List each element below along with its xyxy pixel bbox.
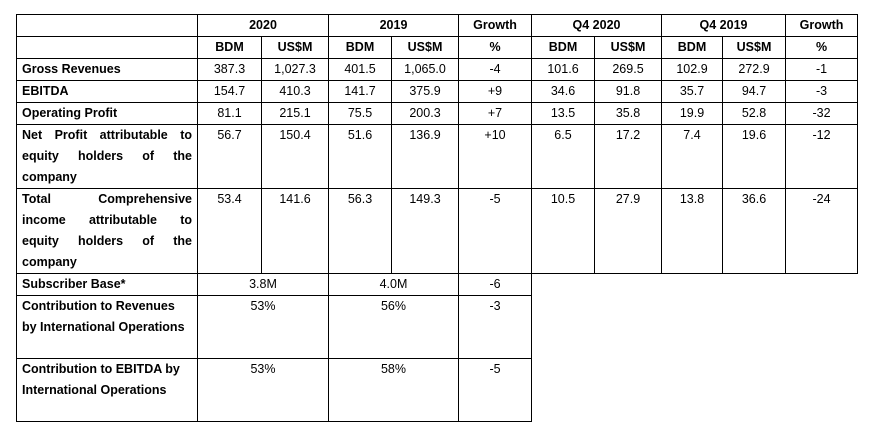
table-cell: 269.5 bbox=[594, 58, 662, 81]
table-cell: 387.3 bbox=[197, 58, 262, 81]
table-cell: 52.8 bbox=[722, 102, 786, 125]
unit-bdm-2019: BDM bbox=[328, 36, 392, 59]
table-row-contribution-ebitda: Contribution to EBITDA by International … bbox=[16, 358, 858, 422]
row-label: Contribution to EBITDA by International … bbox=[16, 358, 198, 422]
empty-area bbox=[532, 296, 858, 359]
table-row-net-profit: Net Profit attributable to equity holder… bbox=[16, 124, 858, 189]
unit-pct: % bbox=[458, 36, 532, 59]
table-cell: 35.8 bbox=[594, 102, 662, 125]
table-cell: +7 bbox=[458, 102, 532, 125]
table-cell: 53% bbox=[197, 295, 329, 359]
table-cell: -5 bbox=[458, 358, 532, 422]
table-cell: 75.5 bbox=[328, 102, 392, 125]
table-cell: 53.4 bbox=[197, 188, 262, 274]
table-row-operating-profit: Operating Profit 81.1 215.1 75.5 200.3 +… bbox=[16, 102, 858, 125]
table-cell: 6.5 bbox=[531, 124, 595, 189]
row-label: Gross Revenues bbox=[16, 58, 198, 81]
table-row-gross-revenues: Gross Revenues 387.3 1,027.3 401.5 1,065… bbox=[16, 58, 858, 81]
table-cell: 19.9 bbox=[661, 102, 723, 125]
table-cell: 51.6 bbox=[328, 124, 392, 189]
row-label: EBITDA bbox=[16, 80, 198, 103]
table-cell: 410.3 bbox=[261, 80, 329, 103]
table-cell: -6 bbox=[458, 273, 532, 296]
table-cell: 154.7 bbox=[197, 80, 262, 103]
table-cell: 34.6 bbox=[531, 80, 595, 103]
table-cell: -3 bbox=[458, 295, 532, 359]
unit-bdm-q4-2019: BDM bbox=[661, 36, 723, 59]
table-cell: -32 bbox=[785, 102, 858, 125]
unit-bdm-2020: BDM bbox=[197, 36, 262, 59]
table-cell: +10 bbox=[458, 124, 532, 189]
financial-summary-table: 2020 2019 Growth Q4 2020 Q4 2019 Growth … bbox=[16, 14, 858, 422]
table-cell: 102.9 bbox=[661, 58, 723, 81]
table-cell: 149.3 bbox=[391, 188, 459, 274]
unit-usd-2019: US$M bbox=[391, 36, 459, 59]
table-cell: -4 bbox=[458, 58, 532, 81]
unit-usd-q4-2019: US$M bbox=[722, 36, 786, 59]
header-2020: 2020 bbox=[197, 14, 329, 37]
row-label: Total Comprehensive income attributable … bbox=[16, 188, 198, 274]
table-cell: -24 bbox=[785, 188, 858, 274]
table-cell: 56.7 bbox=[197, 124, 262, 189]
table-cell: 27.9 bbox=[594, 188, 662, 274]
table-cell: 7.4 bbox=[661, 124, 723, 189]
header-growth-q4: Growth bbox=[785, 14, 858, 37]
empty-area bbox=[532, 359, 858, 422]
table-cell: 36.6 bbox=[722, 188, 786, 274]
table-row-total-comprehensive-income: Total Comprehensive income attributable … bbox=[16, 188, 858, 274]
table-cell: 56% bbox=[328, 295, 459, 359]
table-cell: 56.3 bbox=[328, 188, 392, 274]
table-cell: +9 bbox=[458, 80, 532, 103]
unit-usd-q4-2020: US$M bbox=[594, 36, 662, 59]
table-cell: 35.7 bbox=[661, 80, 723, 103]
table-cell: 17.2 bbox=[594, 124, 662, 189]
table-cell: 136.9 bbox=[391, 124, 459, 189]
table-cell: 58% bbox=[328, 358, 459, 422]
table-row-contribution-revenues: Contribution to Revenues by Internationa… bbox=[16, 295, 858, 359]
table-cell: 19.6 bbox=[722, 124, 786, 189]
header-2019: 2019 bbox=[328, 14, 459, 37]
unit-usd-2020: US$M bbox=[261, 36, 329, 59]
unit-pct-q4: % bbox=[785, 36, 858, 59]
header-growth: Growth bbox=[458, 14, 532, 37]
table-cell: 13.8 bbox=[661, 188, 723, 274]
table-row-ebitda: EBITDA 154.7 410.3 141.7 375.9 +9 34.6 9… bbox=[16, 80, 858, 103]
table-cell: 401.5 bbox=[328, 58, 392, 81]
header-row-units: BDM US$M BDM US$M % BDM US$M BDM US$M % bbox=[16, 36, 858, 59]
header-corner-cell bbox=[16, 14, 198, 37]
row-label: Contribution to Revenues by Internationa… bbox=[16, 295, 198, 359]
empty-area bbox=[532, 274, 858, 296]
table-cell: 13.5 bbox=[531, 102, 595, 125]
table-row-subscriber-base: Subscriber Base* 3.8M 4.0M -6 bbox=[16, 273, 858, 296]
table-cell: 4.0M bbox=[328, 273, 459, 296]
table-cell: 94.7 bbox=[722, 80, 786, 103]
table-cell: 3.8M bbox=[197, 273, 329, 296]
header-units-corner bbox=[16, 36, 198, 59]
table-cell: 215.1 bbox=[261, 102, 329, 125]
table-cell: -1 bbox=[785, 58, 858, 81]
table-cell: 101.6 bbox=[531, 58, 595, 81]
header-q4-2019: Q4 2019 bbox=[661, 14, 786, 37]
table-cell: 53% bbox=[197, 358, 329, 422]
row-label: Subscriber Base* bbox=[16, 273, 198, 296]
table-cell: -12 bbox=[785, 124, 858, 189]
table-cell: -3 bbox=[785, 80, 858, 103]
table-cell: 150.4 bbox=[261, 124, 329, 189]
table-cell: 10.5 bbox=[531, 188, 595, 274]
table-cell: -5 bbox=[458, 188, 532, 274]
table-cell: 200.3 bbox=[391, 102, 459, 125]
table-cell: 141.7 bbox=[328, 80, 392, 103]
row-label: Net Profit attributable to equity holder… bbox=[16, 124, 198, 189]
table-cell: 375.9 bbox=[391, 80, 459, 103]
table-cell: 91.8 bbox=[594, 80, 662, 103]
table-cell: 141.6 bbox=[261, 188, 329, 274]
header-row-periods: 2020 2019 Growth Q4 2020 Q4 2019 Growth bbox=[16, 14, 858, 37]
row-label: Operating Profit bbox=[16, 102, 198, 125]
header-q4-2020: Q4 2020 bbox=[531, 14, 662, 37]
table-cell: 1,065.0 bbox=[391, 58, 459, 81]
table-cell: 81.1 bbox=[197, 102, 262, 125]
table-cell: 1,027.3 bbox=[261, 58, 329, 81]
table-cell: 272.9 bbox=[722, 58, 786, 81]
unit-bdm-q4-2020: BDM bbox=[531, 36, 595, 59]
